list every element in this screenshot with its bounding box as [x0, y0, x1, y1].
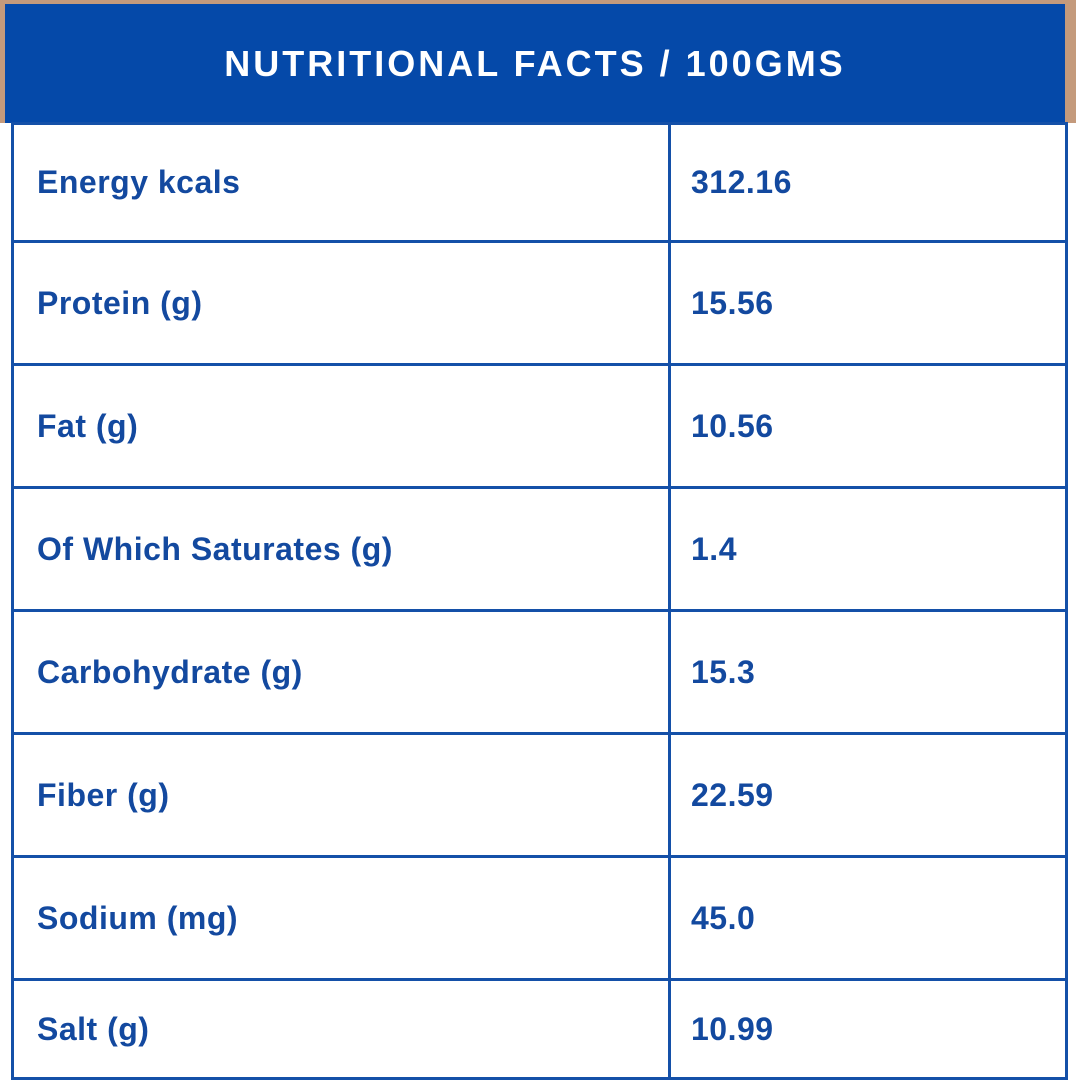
table-row: Fiber (g) 22.59 — [14, 732, 1065, 855]
nutrition-table: Energy kcals 312.16 Protein (g) 15.56 Fat (g… — [11, 122, 1068, 1080]
nutrient-value: 10.99 — [668, 981, 1065, 1077]
nutrient-label: Protein (g) — [37, 284, 203, 321]
table-row: Carbohydrate (g) 15.3 — [14, 609, 1065, 732]
nutrient-label: Sodium (mg) — [37, 899, 239, 936]
nutrient-value: 15.3 — [668, 612, 1065, 732]
nutrient-label: Fiber (g) — [37, 776, 170, 813]
nutrient-value: 312.16 — [668, 125, 1065, 240]
nutrient-label: Carbohydrate (g) — [37, 653, 303, 690]
nutrient-label: Fat (g) — [37, 407, 139, 444]
nutrient-value: 15.56 — [668, 243, 1065, 363]
nutrient-value: 22.59 — [668, 735, 1065, 855]
nutrient-value: 10.56 — [668, 366, 1065, 486]
page-title: NUTRITIONAL FACTS / 100GMS — [224, 42, 846, 84]
table-row: Protein (g) 15.56 — [14, 240, 1065, 363]
table-row: Sodium (mg) 45.0 — [14, 855, 1065, 978]
header-bar: NUTRITIONAL FACTS / 100GMS — [5, 4, 1065, 123]
nutrient-value: 45.0 — [668, 858, 1065, 978]
table-row: Fat (g) 10.56 — [14, 363, 1065, 486]
table-row: Energy kcals 312.16 — [14, 125, 1065, 240]
nutrient-label: Salt (g) — [37, 1010, 150, 1047]
nutrient-label: Of Which Saturates (g) — [37, 530, 393, 567]
header-frame: NUTRITIONAL FACTS / 100GMS — [0, 0, 1076, 123]
table-row: Salt (g) 10.99 — [14, 978, 1065, 1077]
table-row: Of Which Saturates (g) 1.4 — [14, 486, 1065, 609]
nutrient-value: 1.4 — [668, 489, 1065, 609]
nutrient-label: Energy kcals — [37, 164, 241, 200]
